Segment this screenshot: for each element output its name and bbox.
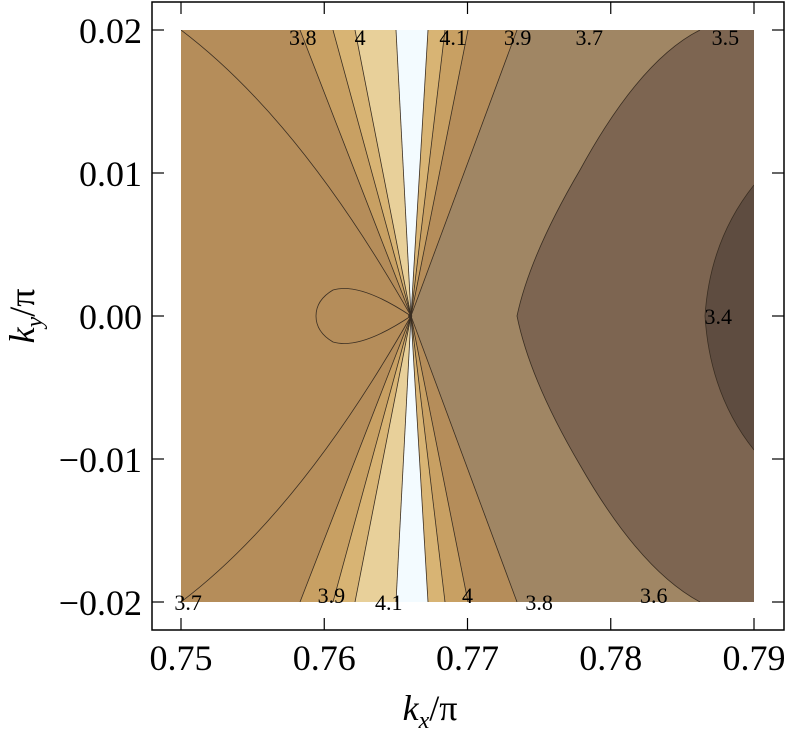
x-tick-label: 0.79	[723, 638, 786, 678]
y-tick-label: 0.02	[79, 11, 142, 51]
x-tick-label: 0.77	[436, 638, 499, 678]
contour-label: 4.1	[439, 25, 467, 50]
y-axis-ticks: 0.02 0.01 0.00 −0.01 −0.02	[59, 11, 784, 623]
region-3-4-right	[705, 185, 754, 450]
contour-label: 3.7	[174, 590, 202, 615]
contour-lines	[181, 30, 754, 602]
x-axis-ticks: 0.75 0.76 0.77 0.78 0.79	[150, 2, 786, 678]
x-tick-label: 0.76	[293, 638, 356, 678]
contour-label: 3.9	[318, 583, 346, 608]
x-tick-label: 0.78	[579, 638, 642, 678]
contour-label: 3.9	[504, 25, 532, 50]
contour-label: 3.6	[640, 583, 668, 608]
contour-label: 3.4	[704, 304, 732, 329]
contour-regions	[181, 30, 754, 602]
x-axis-label: kx/π	[403, 688, 458, 731]
contour-label: 3.7	[576, 25, 604, 50]
x-tick-label: 0.75	[150, 638, 213, 678]
y-tick-label: −0.01	[59, 440, 142, 480]
saddle-point	[408, 314, 413, 318]
y-axis-label: ky/π	[2, 289, 48, 344]
contour-label: 4	[355, 25, 366, 50]
contour-label: 3.8	[525, 590, 553, 615]
center-lens	[396, 30, 428, 602]
region-3-5-right	[517, 30, 754, 602]
y-tick-label: −0.02	[59, 583, 142, 623]
contour-label: 3.8	[289, 25, 317, 50]
contour-labels: 3.8 4 4.1 3.9 3.7 3.5 3.4 3.7 3.9 4.1 4 3.8 3.6	[174, 25, 739, 615]
contour-label: 3.5	[712, 25, 740, 50]
contour-label: 4	[462, 583, 473, 608]
y-tick-label: 0.01	[79, 154, 142, 194]
y-tick-label: 0.00	[79, 297, 142, 337]
region-3-6-left	[181, 30, 411, 602]
contour-label: 4.1	[375, 590, 403, 615]
